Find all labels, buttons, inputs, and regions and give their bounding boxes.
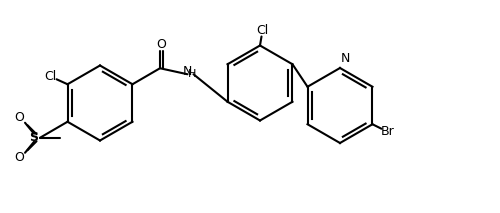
Text: Br: Br	[380, 125, 394, 138]
Text: H: H	[188, 69, 196, 79]
Text: O: O	[14, 111, 24, 124]
Text: S: S	[30, 131, 38, 144]
Text: O: O	[14, 151, 24, 164]
Text: Cl: Cl	[44, 70, 56, 83]
Text: O: O	[156, 38, 166, 51]
Text: N: N	[340, 52, 349, 65]
Text: Cl: Cl	[256, 24, 268, 37]
Text: N: N	[183, 65, 192, 78]
